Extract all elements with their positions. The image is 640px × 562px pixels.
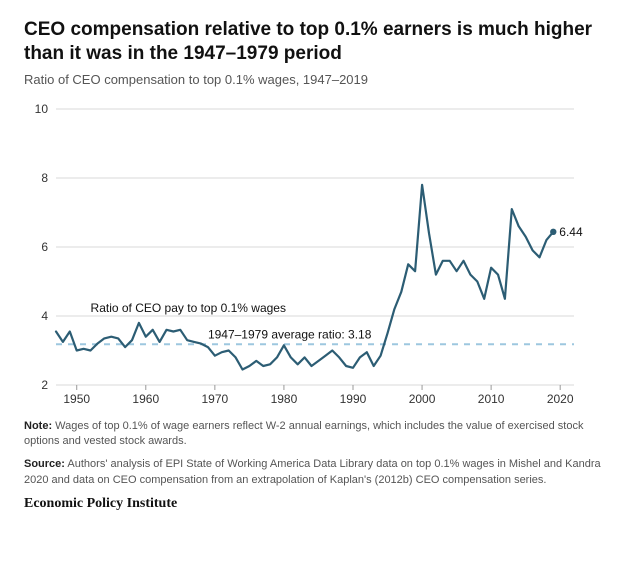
- svg-text:6.44: 6.44: [559, 224, 583, 238]
- svg-text:10: 10: [35, 102, 49, 116]
- chart-subtitle: Ratio of CEO compensation to top 0.1% wa…: [24, 72, 616, 87]
- svg-text:4: 4: [41, 309, 48, 323]
- svg-text:1970: 1970: [202, 392, 229, 406]
- branding: Economic Policy Institute: [24, 496, 616, 512]
- note-label: Note:: [24, 420, 52, 432]
- svg-text:6: 6: [41, 240, 48, 254]
- svg-text:8: 8: [41, 171, 48, 185]
- line-chart: 2 4 6 8 10 1950 1960 1970 1980 1990 2000 2010 2020 6.…: [24, 91, 616, 411]
- svg-text:1950: 1950: [63, 392, 90, 406]
- source-label: Source:: [24, 458, 65, 470]
- source-text: Authors' analysis of EPI State of Workin…: [24, 458, 601, 485]
- svg-text:2020: 2020: [547, 392, 574, 406]
- chart-title: CEO compensation relative to top 0.1% ea…: [24, 18, 616, 66]
- svg-text:1960: 1960: [132, 392, 159, 406]
- svg-text:2000: 2000: [409, 392, 436, 406]
- footnotes: Note: Wages of top 0.1% of wage earners …: [24, 419, 616, 489]
- svg-text:1990: 1990: [340, 392, 367, 406]
- note-text: Wages of top 0.1% of wage earners reflec…: [24, 420, 583, 447]
- svg-text:1980: 1980: [271, 392, 298, 406]
- svg-text:2: 2: [41, 378, 48, 392]
- svg-text:2010: 2010: [478, 392, 505, 406]
- svg-text:1947–1979 average ratio: 3.18: 1947–1979 average ratio: 3.18: [208, 327, 372, 341]
- svg-text:Ratio of CEO pay to top 0.1% w: Ratio of CEO pay to top 0.1% wages: [91, 301, 286, 315]
